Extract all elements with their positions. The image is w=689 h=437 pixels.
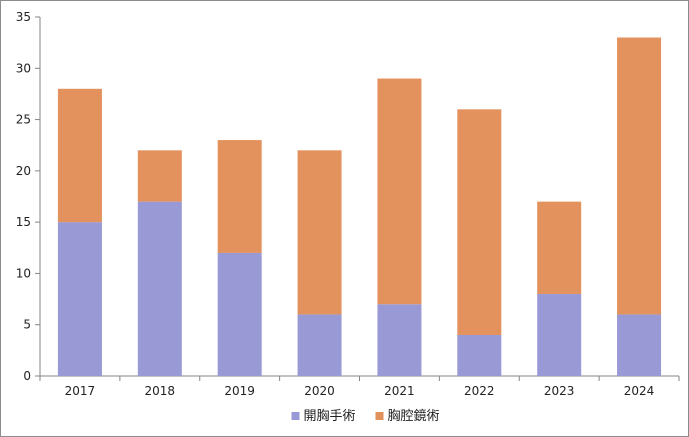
y-tick-label: 15 xyxy=(16,215,31,229)
legend-label: 胸腔鏡術 xyxy=(388,409,440,424)
x-tick-label: 2020 xyxy=(304,384,335,398)
bar-segment-series-1 xyxy=(297,150,342,315)
legend-swatch xyxy=(375,412,384,420)
y-tick-label: 10 xyxy=(16,266,31,280)
bar-segment-series-0 xyxy=(57,222,102,376)
bar-segment-series-0 xyxy=(457,334,502,376)
y-tick-label: 35 xyxy=(16,10,31,24)
x-tick-label: 2022 xyxy=(464,384,495,398)
legend: 開胸手術 胸腔鏡術 xyxy=(291,409,440,424)
bars xyxy=(57,37,662,376)
bar-segment-series-0 xyxy=(217,252,262,376)
y-tick-label: 30 xyxy=(16,61,31,75)
bar-segment-series-0 xyxy=(537,293,582,376)
y-tick-label: 0 xyxy=(23,369,31,383)
bar-segment-series-1 xyxy=(137,150,182,202)
x-tick-label: 2024 xyxy=(624,384,655,398)
bar-segment-series-1 xyxy=(457,109,502,335)
bar-segment-series-1 xyxy=(537,201,582,294)
bar-segment-series-0 xyxy=(297,314,342,376)
x-tick-label: 2019 xyxy=(224,384,255,398)
x-axis: 2017 2018 2019 2020 2021 2022 2023 2024 xyxy=(39,375,680,398)
bar-segment-series-0 xyxy=(377,304,422,376)
bar-segment-series-1 xyxy=(617,37,662,315)
x-tick-label: 2018 xyxy=(145,384,176,398)
y-tick-label: 25 xyxy=(16,113,31,127)
bar-segment-series-0 xyxy=(617,314,662,376)
bar-segment-series-0 xyxy=(137,201,182,376)
bar-segment-series-1 xyxy=(57,88,102,223)
y-tick-label: 5 xyxy=(23,318,31,332)
bar-segment-series-1 xyxy=(217,140,262,253)
y-tick-label: 20 xyxy=(16,164,31,178)
bar-segment-series-1 xyxy=(377,78,422,305)
x-tick-label: 2023 xyxy=(544,384,575,398)
y-axis: 0 5 10 15 20 25 30 35 xyxy=(16,10,41,383)
legend-label: 開胸手術 xyxy=(304,409,356,424)
legend-swatch xyxy=(291,412,300,420)
x-tick-label: 2021 xyxy=(384,384,415,398)
x-tick-label: 2017 xyxy=(65,384,96,398)
